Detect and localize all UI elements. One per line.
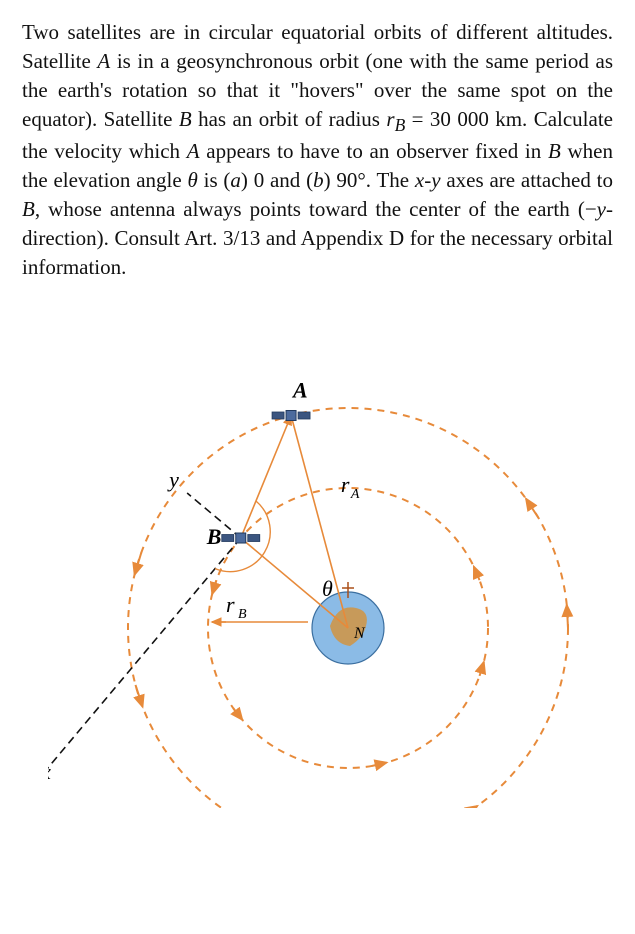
line-BA	[240, 416, 290, 539]
label-rB: r	[226, 592, 235, 617]
label-y: y	[167, 467, 179, 492]
orbit-arrow	[134, 553, 141, 575]
orbit-arrow	[212, 580, 216, 594]
orbit-arrow	[525, 499, 538, 518]
orbit-arrow	[458, 806, 477, 808]
svg-text:B: B	[205, 524, 221, 549]
orbit-arrow	[233, 708, 242, 720]
orbit-diagram: NrArByxθAB	[48, 308, 588, 808]
label-rA: r	[340, 472, 349, 497]
line-rA	[291, 416, 348, 629]
svg-text:A: A	[349, 487, 359, 502]
svg-text:A: A	[291, 378, 308, 403]
label-theta: θ	[321, 576, 332, 601]
svg-text:B: B	[238, 607, 247, 622]
problem-text: Two satellites are in circular equatoria…	[22, 18, 613, 282]
label-x: x	[48, 759, 51, 784]
figure-container: NrArByxθAB	[22, 308, 613, 808]
orbit-arrow	[479, 662, 483, 676]
earth-n-label: N	[353, 625, 366, 642]
satellite-a: A	[272, 378, 310, 421]
orbit-arrow	[566, 605, 567, 628]
orbit-arrow	[135, 685, 142, 707]
orbit-arrow	[473, 567, 479, 580]
